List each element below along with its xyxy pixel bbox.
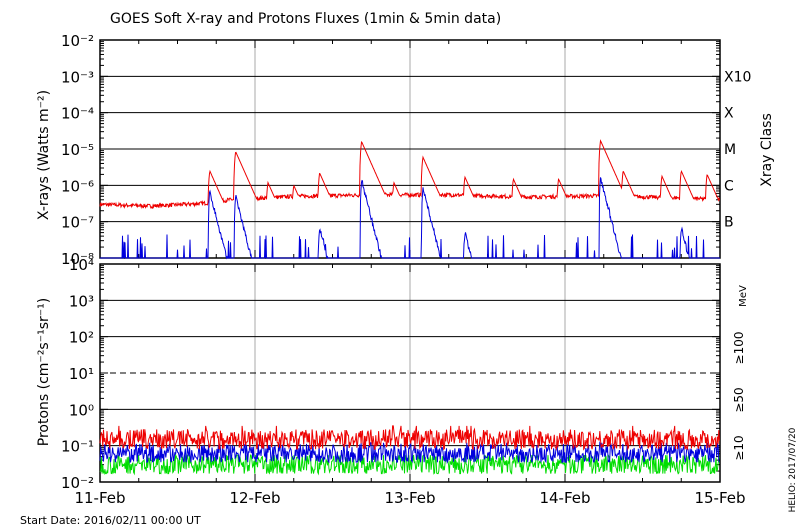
xray-class-label: C xyxy=(724,178,734,194)
legend-p100: ≥100 xyxy=(732,332,746,365)
credit-label: HELIO: 2017/07/20 xyxy=(788,427,798,512)
y-tick-label: 10¹ xyxy=(69,365,94,383)
y-tick-label: 10⁴ xyxy=(69,256,94,274)
xray-class-axis-label: Xray Class xyxy=(759,113,775,187)
xray-short-series xyxy=(100,177,720,260)
chart-title: GOES Soft X-ray and Protons Fluxes (1min… xyxy=(110,11,501,27)
plot-frame xyxy=(99,263,721,483)
x-tick-label: 11-Feb xyxy=(74,489,125,507)
y-tick-label: 10⁻² xyxy=(61,474,94,492)
xray-class-label: X10 xyxy=(724,69,751,85)
x-tick-label: 15-Feb xyxy=(694,489,745,507)
xray-class-label: M xyxy=(724,142,736,158)
x-tick-label: 13-Feb xyxy=(384,489,435,507)
xray-long-series xyxy=(99,139,721,210)
x-tick-label: 12-Feb xyxy=(229,489,280,507)
xray-class-label: X xyxy=(724,106,734,122)
proton-100mev-series xyxy=(99,453,720,476)
proton-10mev-series xyxy=(99,425,720,451)
y-tick-label: 10⁻³ xyxy=(61,68,94,86)
start-date: Start Date: 2016/02/11 00:00 UT xyxy=(20,514,201,527)
y-tick-label: 10² xyxy=(69,329,94,347)
y-tick-label: 10⁻⁵ xyxy=(61,141,94,159)
mev-label: MeV xyxy=(738,285,749,307)
xray-axis-label: X-rays (Watts m⁻²) xyxy=(36,90,52,220)
y-tick-label: 10⁻⁸ xyxy=(61,250,94,268)
legend-p50: ≥50 xyxy=(732,387,746,412)
y-tick-label: 10⁻² xyxy=(61,32,94,50)
y-tick-label: 10³ xyxy=(69,292,94,310)
y-tick-label: 10⁻⁷ xyxy=(61,214,94,232)
proton-axis-label: Protons (cm⁻²s⁻¹sr⁻¹) xyxy=(36,298,52,447)
y-tick-label: 10⁰ xyxy=(69,401,94,419)
y-tick-label: 10⁻⁴ xyxy=(61,105,94,123)
y-tick-label: 10⁻⁶ xyxy=(61,177,94,195)
xray-class-label: B xyxy=(724,215,734,231)
proton-panel: 10⁻² 10⁻¹ 10⁰ 10¹ 10² 10³ 10⁴ xyxy=(61,256,721,492)
legend-p10: ≥10 xyxy=(732,435,746,460)
x-tick-label: 14-Feb xyxy=(539,489,590,507)
x-tick-labels: 11-Feb 12-Feb 13-Feb 14-Feb 15-Feb xyxy=(74,489,745,507)
proton-50mev-series xyxy=(99,440,720,465)
y-tick-label: 10⁻¹ xyxy=(61,438,94,456)
xray-panel: 10⁻⁸ 10⁻⁷ 10⁻⁶ 10⁻⁵ 10⁻⁴ 10⁻³ 10⁻² B C M X X10 xyxy=(61,32,751,268)
